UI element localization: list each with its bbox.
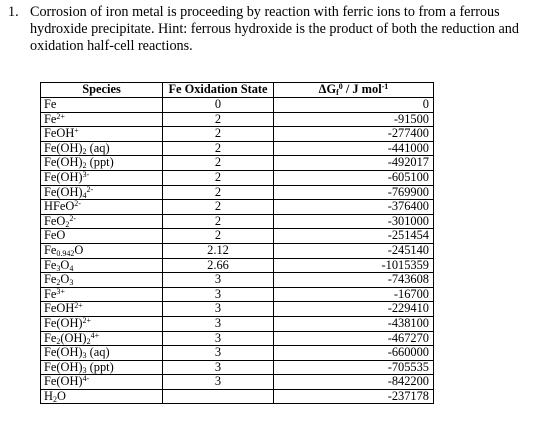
table-row: H2O -237178 bbox=[40, 388, 434, 405]
gibbs-energy-cell: -16700 bbox=[273, 286, 434, 303]
oxidation-state-cell: 0 bbox=[162, 97, 274, 113]
species-cell: Fe(OH)2 (ppt) bbox=[40, 155, 163, 171]
oxidation-state-cell: 2 bbox=[162, 111, 274, 128]
table-row: HFeO2- 2 -376400 bbox=[40, 199, 434, 215]
oxidation-state-cell: 2.66 bbox=[162, 257, 274, 274]
table-row: Fe(OH)3 (ppt) 3 -705535 bbox=[40, 359, 434, 376]
table-row: Fe 0 0 bbox=[40, 97, 434, 113]
oxidation-state-cell: 3 bbox=[162, 359, 274, 376]
oxidation-state-cell: 3 bbox=[162, 301, 274, 317]
oxidation-state-cell: 3 bbox=[162, 345, 274, 361]
species-cell: FeOH2+ bbox=[40, 301, 163, 317]
oxidation-state-cell: 2 bbox=[162, 184, 274, 201]
gibbs-energy-cell: -842200 bbox=[273, 374, 434, 390]
species-cell: Fe(OH)3- bbox=[40, 169, 163, 186]
question-number: 1. bbox=[8, 4, 19, 20]
oxidation-state-cell: 3 bbox=[162, 286, 274, 303]
species-cell: FeO bbox=[40, 228, 163, 244]
oxidation-state-cell: 3 bbox=[162, 272, 274, 288]
header-oxidation-state: Fe Oxidation State bbox=[162, 82, 274, 98]
oxidation-state-cell: 3 bbox=[162, 330, 274, 347]
species-cell: HFeO2- bbox=[40, 199, 163, 215]
gibbs-energy-cell: -467270 bbox=[273, 330, 434, 347]
gibbs-energy-cell: -769900 bbox=[273, 184, 434, 201]
table-row: Fe(OH)2 (aq) 2 -441000 bbox=[40, 140, 434, 157]
species-cell: Fe bbox=[40, 97, 163, 113]
table-row: FeO 2 -251454 bbox=[40, 228, 434, 244]
table-row: Fe2(OH)24+ 3 -467270 bbox=[40, 330, 434, 347]
oxidation-state-cell: 2 bbox=[162, 126, 274, 142]
table-row: FeO22- 2 -301000 bbox=[40, 213, 434, 230]
gibbs-energy-cell: -438100 bbox=[273, 315, 434, 332]
gibbs-energy-cell: -660000 bbox=[273, 345, 434, 361]
species-cell: Fe(OH)3 (ppt) bbox=[40, 359, 163, 376]
table-header-row: Species Fe Oxidation State ΔGf0 / J mol-… bbox=[40, 82, 434, 98]
gibbs-energy-cell: -229410 bbox=[273, 301, 434, 317]
oxidation-state-cell: 3 bbox=[162, 315, 274, 332]
species-cell: FeO22- bbox=[40, 213, 163, 230]
table-row: Fe(OH)4- 3 -842200 bbox=[40, 374, 434, 390]
species-table: Species Fe Oxidation State ΔGf0 / J mol-… bbox=[40, 82, 434, 405]
gibbs-energy-cell: -91500 bbox=[273, 111, 434, 128]
table-row: Fe(OH)2 (ppt) 2 -492017 bbox=[40, 155, 434, 171]
header-gibbs-energy: ΔGf0 / J mol-1 bbox=[273, 82, 434, 98]
oxidation-state-cell: 2.12 bbox=[162, 242, 274, 259]
gibbs-energy-cell: -743608 bbox=[273, 272, 434, 288]
species-cell: H2O bbox=[40, 388, 163, 405]
table-row: FeOH+ 2 -277400 bbox=[40, 126, 434, 142]
oxidation-state-cell: 2 bbox=[162, 228, 274, 244]
gibbs-energy-cell: -237178 bbox=[273, 388, 434, 405]
oxidation-state-cell: 2 bbox=[162, 140, 274, 157]
species-cell: Fe3+ bbox=[40, 286, 163, 303]
gibbs-energy-cell: 0 bbox=[273, 97, 434, 113]
species-cell: Fe2O3 bbox=[40, 272, 163, 288]
table-row: Fe(OH)2+ 3 -438100 bbox=[40, 315, 434, 332]
oxidation-state-cell: 2 bbox=[162, 169, 274, 186]
oxidation-state-cell: 3 bbox=[162, 374, 274, 390]
gibbs-energy-cell: -376400 bbox=[273, 199, 434, 215]
table-row: Fe3+ 3 -16700 bbox=[40, 286, 434, 303]
header-species: Species bbox=[40, 82, 163, 98]
gibbs-energy-cell: -245140 bbox=[273, 242, 434, 259]
gibbs-energy-cell: -277400 bbox=[273, 126, 434, 142]
gibbs-energy-cell: -301000 bbox=[273, 213, 434, 230]
oxidation-state-cell: 2 bbox=[162, 155, 274, 171]
gibbs-energy-cell: -1015359 bbox=[273, 257, 434, 274]
gibbs-energy-cell: -441000 bbox=[273, 140, 434, 157]
question: 1. Corrosion of iron metal is proceeding… bbox=[8, 4, 554, 55]
gibbs-energy-cell: -705535 bbox=[273, 359, 434, 376]
oxidation-state-cell bbox=[162, 388, 274, 405]
oxidation-state-cell: 2 bbox=[162, 199, 274, 215]
table-row: Fe(OH)3 (aq) 3 -660000 bbox=[40, 345, 434, 361]
gibbs-energy-cell: -605100 bbox=[273, 169, 434, 186]
table-row: Fe3O4 2.66 -1015359 bbox=[40, 257, 434, 274]
species-cell: FeOH+ bbox=[40, 126, 163, 142]
table-row: Fe2O3 3 -743608 bbox=[40, 272, 434, 288]
gibbs-energy-cell: -492017 bbox=[273, 155, 434, 171]
species-cell: Fe3O4 bbox=[40, 257, 163, 274]
species-cell: Fe(OH)2 (aq) bbox=[40, 140, 163, 157]
species-cell: Fe(OH)3 (aq) bbox=[40, 345, 163, 361]
table-row: Fe0.942O 2.12 -245140 bbox=[40, 242, 434, 259]
gibbs-energy-cell: -251454 bbox=[273, 228, 434, 244]
species-cell: Fe2(OH)24+ bbox=[40, 330, 163, 347]
species-cell: Fe0.942O bbox=[40, 242, 163, 259]
table-row: FeOH2+ 3 -229410 bbox=[40, 301, 434, 317]
oxidation-state-cell: 2 bbox=[162, 213, 274, 230]
species-cell: Fe(OH)4- bbox=[40, 374, 163, 390]
species-cell: Fe2+ bbox=[40, 111, 163, 128]
table-row: Fe(OH)42- 2 -769900 bbox=[40, 184, 434, 201]
question-text: Corrosion of iron metal is proceeding by… bbox=[30, 4, 519, 54]
table-row: Fe2+ 2 -91500 bbox=[40, 111, 434, 128]
species-cell: Fe(OH)42- bbox=[40, 184, 163, 201]
species-cell: Fe(OH)2+ bbox=[40, 315, 163, 332]
table-row: Fe(OH)3- 2 -605100 bbox=[40, 169, 434, 186]
